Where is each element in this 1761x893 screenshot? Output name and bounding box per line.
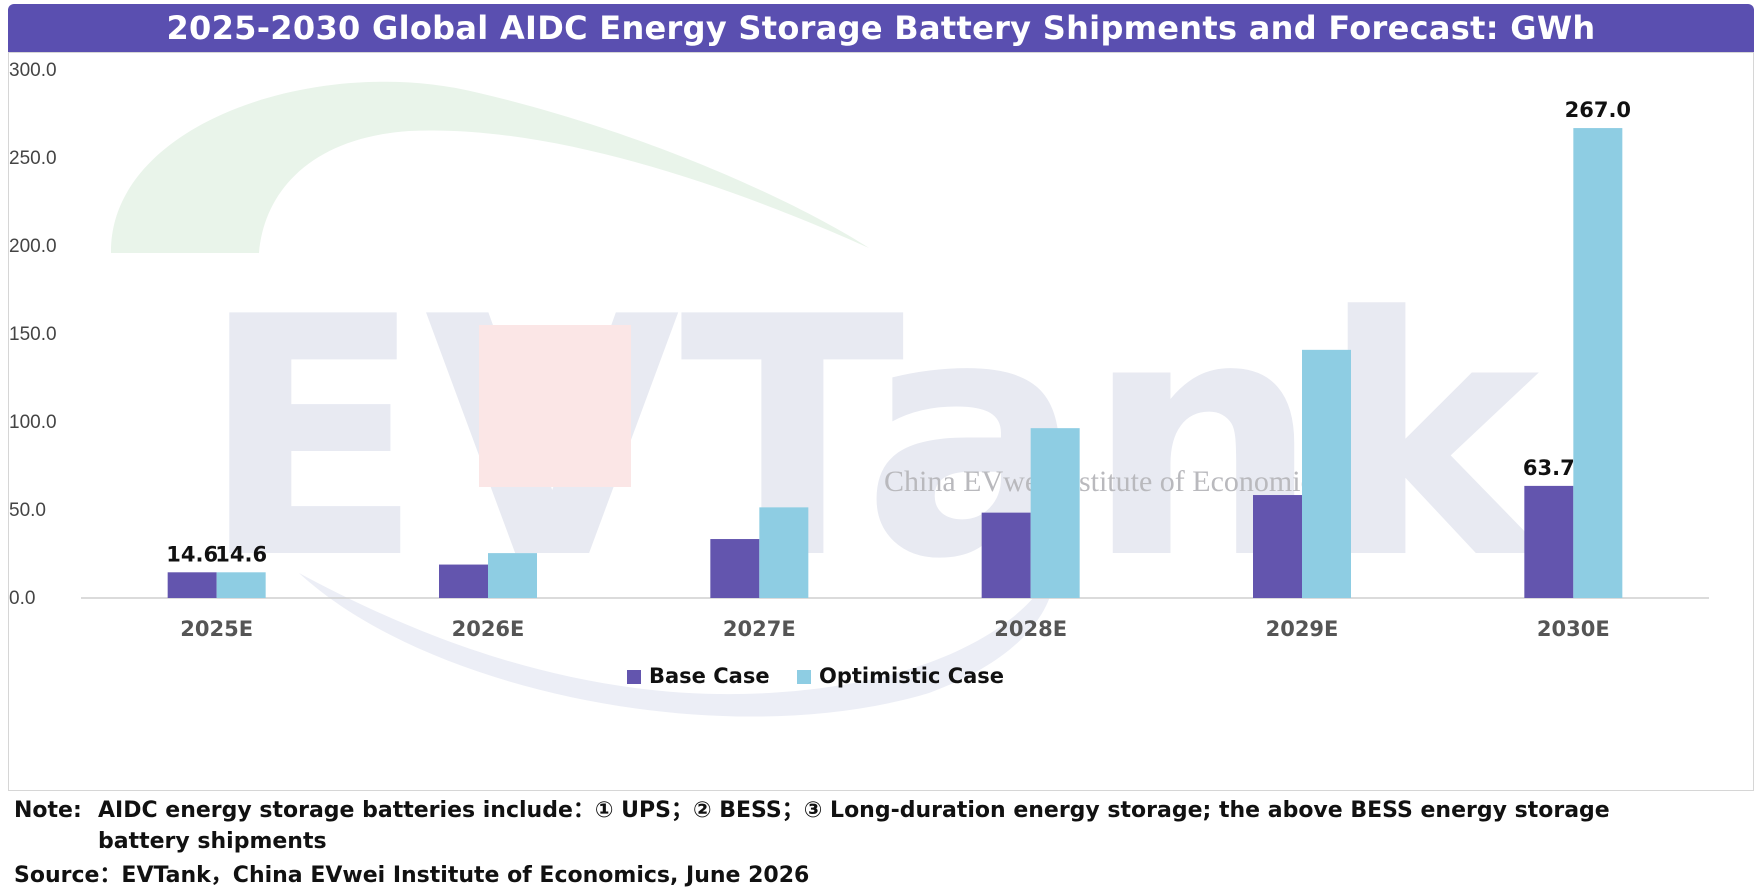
x-tick-label: 2025E	[180, 617, 253, 641]
y-tick-label: 200.0	[9, 236, 57, 257]
bar-optimistic	[216, 572, 266, 598]
y-tick-label: 0.0	[9, 588, 35, 609]
bar-base	[167, 572, 217, 598]
legend-swatch	[627, 670, 641, 684]
bar-optimistic	[488, 553, 537, 598]
data-label: 14.6	[166, 542, 218, 566]
note-label: Note:	[14, 798, 82, 823]
footer-source: Source：EVTank，China EVwei Institute of E…	[14, 863, 810, 888]
y-tick-label: 50.0	[9, 500, 46, 521]
y-tick-label: 300.0	[9, 60, 57, 81]
bar-optimistic	[1573, 128, 1623, 598]
bar-optimistic	[1302, 349, 1351, 598]
y-tick-label: 250.0	[9, 148, 57, 169]
bar-optimistic	[1030, 428, 1080, 598]
x-tick-label: 2029E	[1266, 617, 1339, 641]
x-tick-label: 2028E	[994, 617, 1067, 641]
data-label: 63.7	[1523, 456, 1575, 480]
note-text: AIDC energy storage batteries include：① …	[98, 798, 1610, 854]
bar-base	[1253, 495, 1302, 598]
bar-optimistic	[759, 507, 809, 598]
watermark-institute: China EVwei Institute of Economics	[884, 465, 1326, 498]
chart-area: EVTank China EVwei Institute of Economic…	[8, 52, 1754, 791]
legend-swatch	[797, 670, 811, 684]
bar-base	[981, 512, 1031, 598]
y-tick-label: 100.0	[9, 412, 57, 433]
y-tick-label: 150.0	[9, 324, 57, 345]
x-tick-label: 2030E	[1537, 617, 1610, 641]
legend-label: Base Case	[649, 664, 770, 688]
bar-base	[710, 539, 760, 598]
footer-note: Note: AIDC energy storage batteries incl…	[14, 795, 1744, 857]
bar-base	[439, 564, 488, 598]
x-tick-label: 2026E	[452, 617, 525, 641]
x-tick-label: 2027E	[723, 617, 796, 641]
bar-base	[1524, 485, 1574, 598]
legend-label: Optimistic Case	[819, 664, 1004, 688]
watermark-red-emblem	[479, 325, 631, 487]
data-label: 267.0	[1565, 98, 1631, 122]
data-label: 14.6	[215, 542, 267, 566]
bar-chart: EVTank China EVwei Institute of Economic…	[9, 60, 1709, 717]
chart-title: 2025-2030 Global AIDC Energy Storage Bat…	[166, 9, 1596, 47]
chart-title-bar: 2025-2030 Global AIDC Energy Storage Bat…	[8, 4, 1754, 52]
watermark-swoosh-green	[110, 81, 869, 253]
